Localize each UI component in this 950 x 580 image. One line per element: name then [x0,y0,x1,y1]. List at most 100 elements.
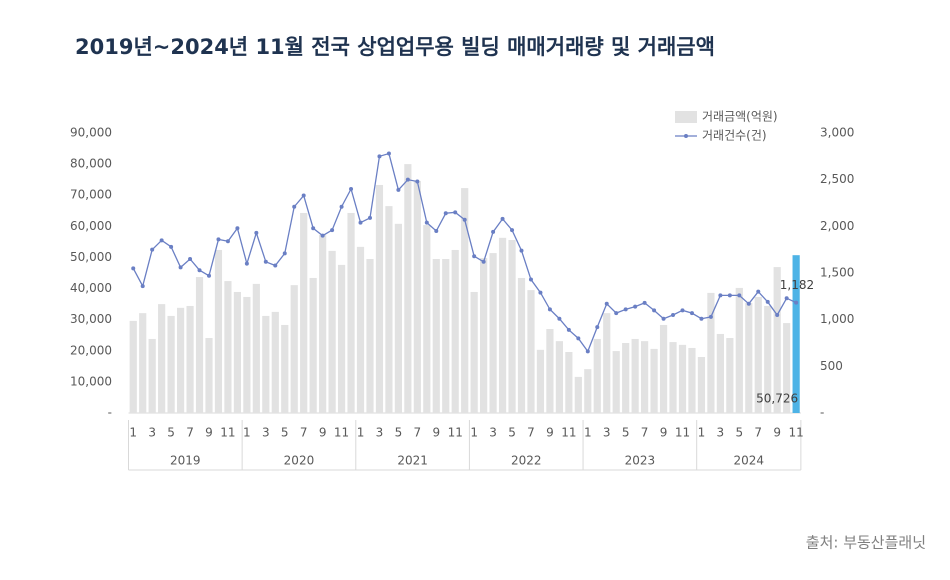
x-tick-label: 5 [508,426,516,440]
bar [423,225,431,413]
x-tick-label: 5 [622,426,630,440]
y2-tick-label: 500 [820,359,843,373]
bar [669,342,677,413]
line-marker [708,314,713,319]
line-marker [557,316,562,321]
line-marker [491,229,496,234]
bar [176,307,185,413]
x-tick-label: 7 [414,426,422,440]
bar [470,291,478,413]
bar [659,324,668,413]
line-marker [784,296,789,301]
bar [745,302,753,413]
source: 출처: 부동산플래닛 [806,534,926,552]
line-marker [282,251,287,256]
line-marker [585,349,590,354]
bar [205,338,213,413]
line-marker [377,154,382,159]
bar [252,283,260,413]
bar [631,338,639,413]
line-marker [727,293,732,298]
x-tick-label: 1 [357,426,365,440]
bar [319,235,327,413]
line-marker [528,277,533,282]
y-tick-label: 10,000 [70,374,112,388]
x-tick-label: 9 [546,426,554,440]
line-marker [358,220,363,225]
y2-tick-label: 1,000 [820,312,854,326]
bar [783,323,791,413]
x-tick-label: 11 [334,426,349,440]
x-tick-label: 9 [319,426,327,440]
bar [546,329,554,413]
legend-swatch [675,111,697,123]
bar [508,240,516,413]
line-marker [443,211,448,216]
line-marker [405,177,410,182]
line-marker [424,220,429,225]
line-marker [472,254,477,259]
bar [641,341,649,413]
x-tick-label: 3 [603,426,611,440]
y-tick-label: 20,000 [70,343,112,357]
line-marker [339,204,344,209]
bar [565,352,573,413]
x-tick-label: 9 [432,426,440,440]
x-tick-label: 5 [167,426,175,440]
line-marker [159,238,164,243]
line-marker [746,301,751,306]
y2-tick-label: 2,000 [820,219,854,233]
bar [442,259,450,413]
bar [688,347,696,413]
bar [148,338,156,413]
bar [726,338,734,413]
bar [612,351,620,413]
bar [404,164,412,413]
bar [413,180,421,413]
line-marker [311,226,316,231]
x-tick-label: 5 [735,426,743,440]
x-tick-label: 7 [754,426,762,440]
y-tick-label: 50,000 [70,250,112,264]
x-tick-label: 11 [675,426,690,440]
bar [707,292,715,413]
x-tick-label: 7 [300,426,308,440]
bar [480,258,488,413]
bar [214,249,223,413]
line-marker [178,265,183,270]
bar [461,188,469,413]
x-tick-label: 3 [489,426,497,440]
bar [394,223,402,413]
bar [432,259,440,413]
bar [527,290,535,413]
line-marker [188,257,193,261]
bar [555,341,563,413]
bar [764,305,772,413]
x-tick-label: 9 [660,426,668,440]
line-marker [197,268,202,273]
y-tick-label: 40,000 [70,281,112,295]
bar [328,250,336,413]
line-marker [320,233,325,238]
line-marker [415,179,420,184]
x-tick-label: 11 [788,426,803,440]
line-marker [614,311,619,316]
bar [139,313,147,413]
line-marker [680,308,685,313]
line-marker [131,266,136,271]
legend-label: 거래건수(건) [702,129,767,143]
line-marker [623,307,628,312]
x-group-label: 2022 [511,454,542,468]
x-tick-label: 7 [186,426,194,440]
bar [186,305,194,413]
bar [735,287,743,413]
line-marker [386,151,391,156]
line-marker [756,289,761,294]
line-marker [566,327,571,332]
x-tick-label: 3 [262,426,270,440]
line-marker [216,237,221,242]
line-marker [737,293,742,298]
x-group-label: 2024 [734,454,765,468]
y-tick-label: 30,000 [70,312,112,326]
